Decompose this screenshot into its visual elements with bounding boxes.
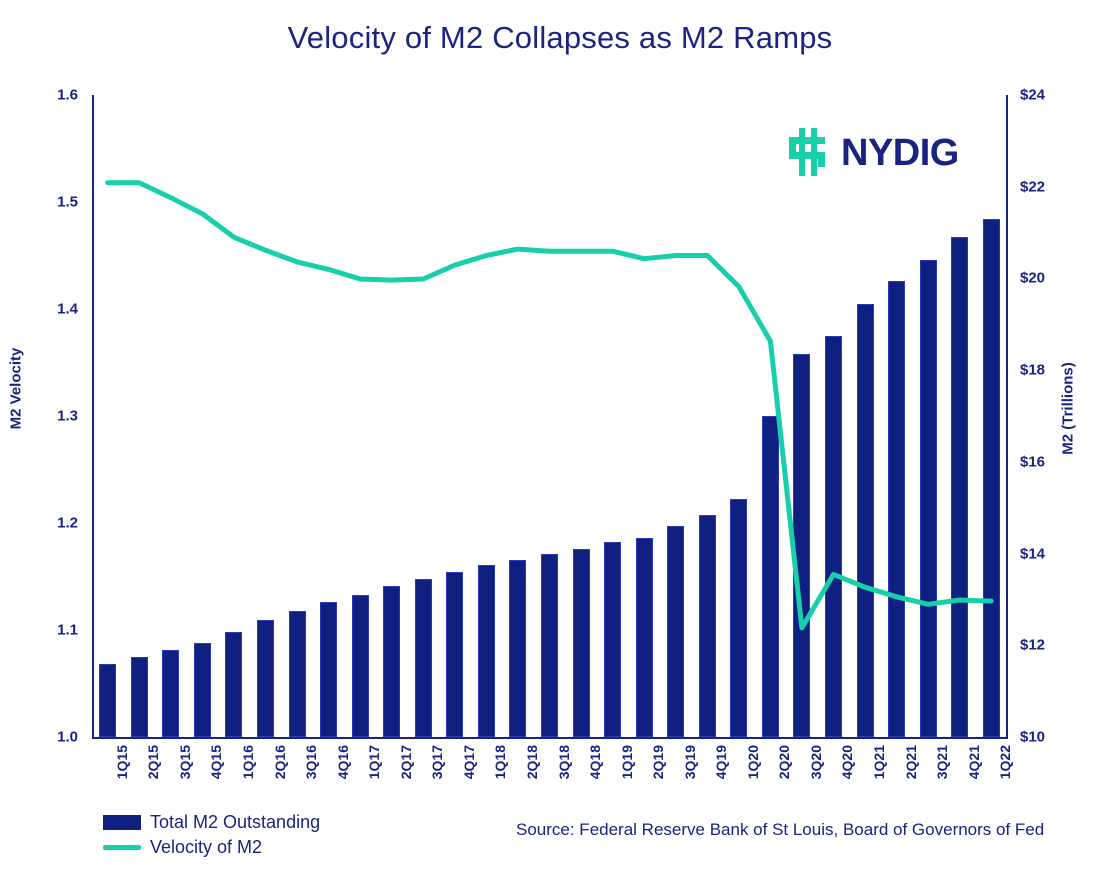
x-axis-tick: 3Q20 <box>807 745 824 780</box>
x-axis-tick: 4Q16 <box>334 745 351 780</box>
bar[interactable] <box>572 548 590 737</box>
x-axis-tick: 4Q21 <box>965 745 982 780</box>
bar[interactable] <box>667 526 685 737</box>
bar[interactable] <box>446 571 464 737</box>
bar[interactable] <box>888 280 906 737</box>
y-axis-left-tick: 1.2 <box>57 514 78 532</box>
x-axis-tick: 4Q15 <box>208 745 225 780</box>
y-axis-right-tick: $24 <box>1020 86 1046 104</box>
y-axis-right-tick: $18 <box>1020 361 1046 379</box>
x-axis-tick: 1Q20 <box>744 745 761 780</box>
bar[interactable] <box>698 514 716 737</box>
x-axis-tick: 3Q19 <box>681 745 698 780</box>
x-axis-tick: 2Q18 <box>523 745 540 780</box>
chart-legend: Total M2 Outstanding Velocity of M2 <box>103 810 320 860</box>
x-axis-tick: 3Q18 <box>555 745 572 780</box>
bar[interactable] <box>130 656 148 737</box>
x-axis-tick: 2Q20 <box>776 745 793 780</box>
source-note: Source: Federal Reserve Bank of St Louis… <box>516 820 1045 839</box>
y-axis-right-tick: $16 <box>1020 453 1046 471</box>
y-axis-right-tick: $22 <box>1020 178 1046 196</box>
x-axis-tick: 2Q15 <box>145 745 162 780</box>
y-axis-left-tick: 1.4 <box>57 300 78 318</box>
bar[interactable] <box>541 553 558 737</box>
x-axis-tick: 4Q20 <box>839 745 856 780</box>
x-axis-tick: 4Q18 <box>587 745 604 780</box>
y-axis-right-tick: $20 <box>1020 269 1046 287</box>
x-axis-tick: 4Q17 <box>460 745 477 780</box>
bar[interactable] <box>761 416 779 737</box>
bar[interactable] <box>351 594 369 737</box>
legend-item-line[interactable]: Velocity of M2 <box>103 835 320 860</box>
velocity-line <box>105 180 994 631</box>
y-axis-left-title: M2 Velocity <box>7 347 25 430</box>
plot-area <box>92 95 1007 737</box>
x-axis-line <box>92 737 1008 739</box>
bar[interactable] <box>162 649 180 737</box>
x-axis-tick: 3Q17 <box>429 745 446 780</box>
legend-label-line: Velocity of M2 <box>150 837 263 857</box>
x-axis-tick: 1Q17 <box>366 745 383 780</box>
y-axis-right-tick: $10 <box>1020 728 1046 746</box>
y-axis-left-tick: 1.5 <box>57 193 78 211</box>
bar[interactable] <box>856 303 874 737</box>
bar[interactable] <box>193 642 211 737</box>
nydig-wordmark: NYDIG <box>841 132 959 174</box>
legend-line-swatch-icon <box>103 845 141 850</box>
bar[interactable] <box>919 260 937 737</box>
y-axis-left-tick: 1.6 <box>57 86 78 104</box>
x-axis-tick: 4Q19 <box>713 745 730 780</box>
bar[interactable] <box>604 542 622 737</box>
bar[interactable] <box>982 218 1000 737</box>
bar[interactable] <box>99 663 117 737</box>
bar[interactable] <box>509 560 527 737</box>
bar[interactable] <box>414 578 432 737</box>
chart-title: Velocity of M2 Collapses as M2 Ramps <box>287 20 833 55</box>
nydig-logo: NYDIG <box>785 128 959 178</box>
bar[interactable] <box>383 585 401 737</box>
bar[interactable] <box>951 237 969 737</box>
legend-bar-swatch-icon <box>103 815 141 830</box>
bar[interactable] <box>635 537 653 737</box>
nydig-logo-icon <box>789 128 825 176</box>
y-axis-left-tick: 1.0 <box>57 728 78 746</box>
bar[interactable] <box>730 498 748 737</box>
x-axis-tick: 3Q15 <box>176 745 193 780</box>
legend-label-bars: Total M2 Outstanding <box>150 812 321 832</box>
y-axis-right-line <box>1006 95 1008 739</box>
y-axis-left-tick: 1.3 <box>57 407 78 425</box>
x-axis-tick: 1Q18 <box>492 745 509 780</box>
bar[interactable] <box>320 601 338 737</box>
bar[interactable] <box>257 620 275 737</box>
x-axis-tick: 2Q17 <box>397 745 414 780</box>
x-axis-tick: 1Q22 <box>997 745 1014 780</box>
y-axis-left-tick: 1.1 <box>57 621 78 639</box>
x-axis-tick: 2Q16 <box>271 745 288 780</box>
x-axis-tick: 2Q19 <box>650 745 667 780</box>
x-axis-tick: 1Q15 <box>113 745 130 780</box>
x-axis-tick: 3Q21 <box>934 745 951 780</box>
x-axis-tick: 3Q16 <box>303 745 320 780</box>
legend-item-bars[interactable]: Total M2 Outstanding <box>103 810 320 835</box>
y-axis-left-line <box>92 95 94 739</box>
x-axis-tick: 1Q16 <box>239 745 256 780</box>
x-axis-tick: 1Q19 <box>618 745 635 780</box>
bar[interactable] <box>288 610 306 737</box>
y-axis-right-tick: $12 <box>1020 636 1046 654</box>
bar[interactable] <box>477 565 495 737</box>
bar[interactable] <box>824 335 842 737</box>
y-axis-right-tick: $14 <box>1020 545 1046 563</box>
x-axis-tick: 2Q21 <box>902 745 919 780</box>
bar[interactable] <box>225 631 243 737</box>
x-axis-tick: 1Q21 <box>871 745 888 780</box>
y-axis-right-title: M2 (Trillions) <box>1059 362 1077 455</box>
line-series <box>105 180 994 631</box>
